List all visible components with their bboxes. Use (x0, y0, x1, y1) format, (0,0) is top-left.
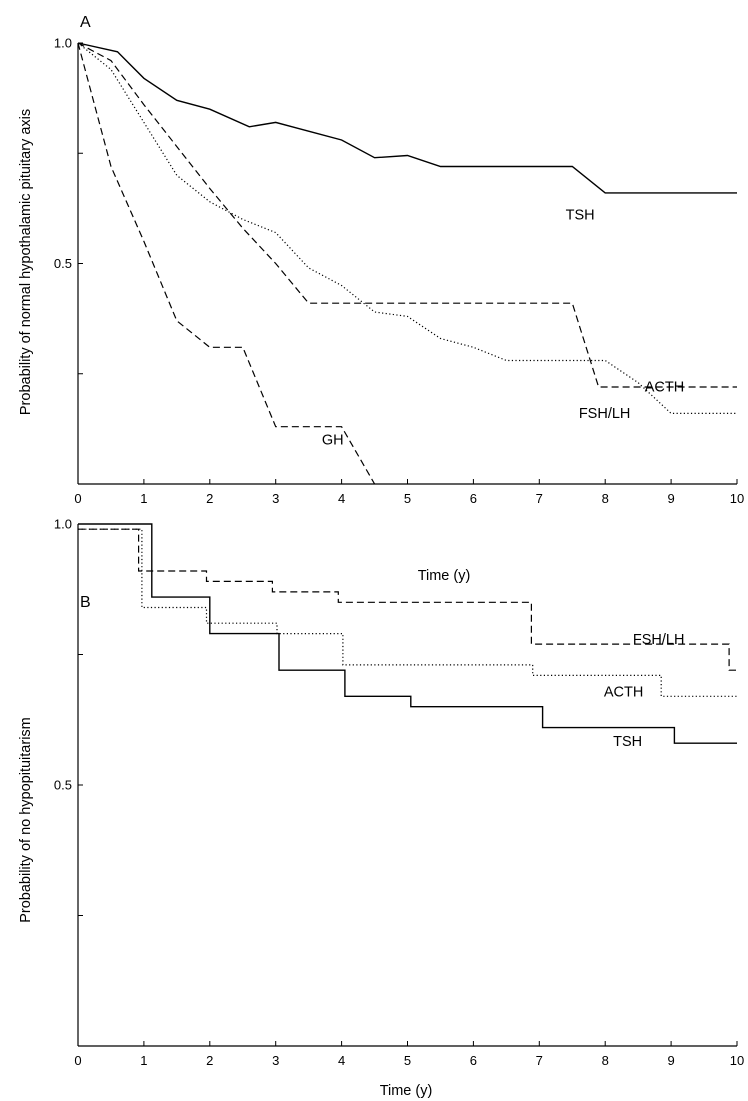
x-tick-label: 6 (470, 491, 477, 506)
panel-letter-b: B (80, 594, 91, 611)
x-tick-label: 9 (667, 1053, 674, 1068)
series-line-gh (77, 42, 376, 485)
x-tick-label: 9 (667, 491, 674, 506)
series-line-tsh (77, 42, 737, 194)
y-tick-label: 1.0 (54, 517, 72, 532)
x-tick-label: 2 (206, 1053, 213, 1068)
panel-a: A Time (y) Probability of normal hypotha… (18, 14, 744, 584)
x-tick-label: 7 (536, 1053, 543, 1068)
series-label-acth: ACTH (645, 379, 684, 395)
x-tick-label: 1 (140, 1053, 147, 1068)
panel-letter-a: A (80, 14, 91, 31)
y-axis-title: Probability of no hypopituitarism (18, 717, 34, 923)
x-axis-title: Time (y) (418, 568, 471, 584)
x-tick-label: 5 (404, 491, 411, 506)
panel-b: B Time (y) Probability of no hypopituita… (18, 517, 744, 1100)
x-tick-label: 2 (206, 491, 213, 506)
x-tick-label: 3 (272, 491, 279, 506)
x-tick-label: 0 (74, 491, 81, 506)
y-axis-title: Probability of normal hypothalamic pitui… (18, 109, 34, 415)
x-tick-label: 8 (602, 491, 609, 506)
x-tick-label: 4 (338, 491, 345, 506)
x-tick-label: 7 (536, 491, 543, 506)
x-tick-label: 1 (140, 491, 147, 506)
series-label-fsh-lh: FSH/LH (579, 406, 631, 422)
series-line-fsh-lh (78, 528, 737, 671)
series-line-acth (78, 528, 737, 697)
y-tick-label: 1.0 (54, 36, 72, 51)
x-tick-label: 10 (730, 1053, 744, 1068)
series-label-gh: GH (322, 432, 344, 448)
y-tick-label: 0.5 (54, 778, 72, 793)
x-tick-label: 10 (730, 491, 744, 506)
x-tick-label: 3 (272, 1053, 279, 1068)
x-tick-label: 8 (602, 1053, 609, 1068)
x-tick-label: 4 (338, 1053, 345, 1068)
series-label-tsh: TSH (566, 207, 595, 223)
series-label-tsh: TSH (613, 734, 642, 750)
x-tick-label: 6 (470, 1053, 477, 1068)
x-tick-label: 0 (74, 1053, 81, 1068)
x-tick-label: 5 (404, 1053, 411, 1068)
x-axis-title: Time (y) (380, 1083, 433, 1099)
series-line-fsh-lh (77, 42, 737, 414)
series-line-tsh (78, 523, 737, 744)
series-label-fsh-lh: FSH/LH (633, 632, 685, 648)
y-tick-label: 0.5 (54, 256, 72, 271)
series-line-acth (77, 42, 737, 388)
series-label-acth: ACTH (604, 684, 643, 700)
